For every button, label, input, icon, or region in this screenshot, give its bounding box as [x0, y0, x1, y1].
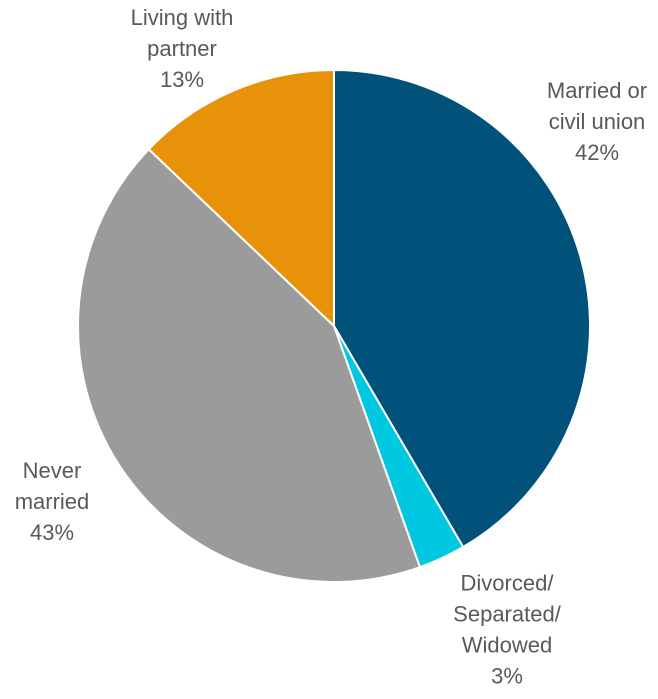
slice-value-label: 43% [30, 520, 74, 545]
slice-label-married-or-civil-union: Married or civil union 42% [547, 78, 647, 165]
slice-label-living-with-partner: Living with partner 13% [131, 5, 234, 92]
slice-category-label: married [15, 489, 90, 514]
slice-category-label: Divorced/ [461, 571, 555, 596]
slice-category-label: civil union [549, 109, 646, 134]
slice-category-label: Widowed [462, 633, 552, 658]
pie-labels: Married or civil union 42% Divorced/Separat… [15, 5, 647, 689]
pie-slices [77, 68, 591, 583]
slice-value-label: 13% [160, 67, 204, 92]
slice-label-divorced-separated-widowed: Divorced/Separated/Widowed 3% [453, 571, 562, 689]
pie-slice-living-with-partner [147, 68, 335, 329]
slice-category-label: Separated/ [453, 602, 562, 627]
pie-slice-married-or-civil-union [333, 68, 591, 549]
slice-category-label: Married or [547, 78, 647, 103]
slice-value-label: 42% [575, 140, 619, 165]
pie-slice-never-married [77, 147, 422, 583]
slice-category-label: partner [147, 36, 217, 61]
slice-label-never-married: Never married 43% [15, 458, 90, 545]
slice-category-label: Never [23, 458, 82, 483]
slice-value-label: 3% [491, 664, 523, 689]
slice-category-label: Living with [131, 5, 234, 30]
